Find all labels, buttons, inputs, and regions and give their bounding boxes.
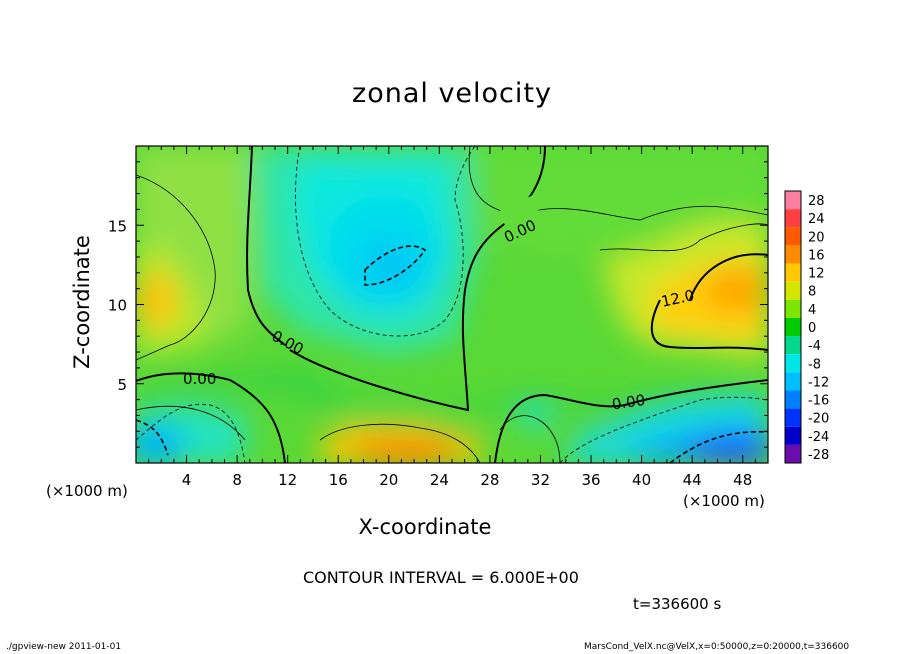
colorbar-swatch [785, 444, 801, 463]
contour-label: 0.00 [611, 391, 647, 413]
colorbar-tick-label: 20 [808, 230, 825, 245]
chart-title: zonal velocity [352, 78, 552, 109]
colorbar-swatch [785, 263, 801, 282]
colorbar-swatch [785, 426, 801, 445]
colorbar-tick-label: 0 [808, 321, 816, 336]
colorbar-swatch [785, 354, 801, 373]
x-tick-label: 32 [531, 471, 550, 489]
contour-interval-text: CONTOUR INTERVAL = 6.000E+00 [303, 568, 579, 587]
x-tick-label: 44 [683, 471, 702, 489]
x-tick-label: 20 [379, 471, 398, 489]
colorbar-frame [784, 190, 802, 464]
x-tick-label: 16 [329, 471, 348, 489]
x-tick-label: 12 [278, 471, 297, 489]
colorbar-swatch [785, 281, 801, 300]
colorbar-tick-label: -20 [808, 412, 829, 427]
colorbar-tick-label: 12 [808, 267, 825, 282]
colorbar-swatch [785, 245, 801, 264]
colorbar-swatch [785, 317, 801, 337]
x-tick-label: 48 [733, 471, 752, 489]
x-unit-label-right: (×1000 m) [683, 492, 765, 510]
x-tick-label: 4 [182, 471, 192, 489]
colorbar-swatch [785, 408, 801, 427]
colorbar-tick-label: -12 [808, 375, 829, 390]
x-tick-label: 24 [430, 471, 449, 489]
colorbar-swatch [785, 336, 801, 355]
y-tick-label: 15 [108, 217, 127, 235]
colorbar-tick-label: -8 [808, 357, 821, 372]
x-tick-label: 28 [480, 471, 499, 489]
contour-label: 0.00 [183, 370, 216, 388]
x-tick-label: 8 [232, 471, 242, 489]
colorbar-swatch [785, 227, 801, 246]
x-tick-label: 36 [581, 471, 600, 489]
colorbar-tick-label: 8 [808, 285, 816, 300]
y-axis: 5 10 15 [108, 145, 768, 464]
x-axis: 4 8 12 16 20 24 28 32 36 40 44 48 [135, 146, 769, 489]
colorbar-tick-label: -16 [808, 394, 829, 409]
colorbar-swatch [785, 390, 801, 409]
x-tick-label: 40 [632, 471, 651, 489]
colorbar-tick-label: 28 [808, 194, 825, 209]
colorbar: 28 24 20 16 12 8 4 0 -4 -8 -12 -16 -20 -24 -28 [784, 190, 829, 464]
y-tick-label: 5 [117, 376, 127, 394]
x-axis-label: X-coordinate [358, 515, 492, 539]
colorbar-tick-label: 4 [808, 303, 816, 318]
time-annotation: t=336600 s [633, 595, 722, 613]
colorbar-swatch [785, 191, 801, 210]
y-tick-label: 10 [108, 297, 127, 315]
colorbar-tick-label: -28 [808, 448, 829, 463]
velocity-field [136, 146, 768, 463]
colorbar-tick-label: -24 [808, 430, 829, 445]
footer-program: ./gpview-new 2011-01-01 [6, 642, 122, 652]
colorbar-tick-label: 24 [808, 212, 825, 227]
colorbar-tick-label: -4 [808, 339, 821, 354]
y-axis-label: Z-coordinate [70, 235, 94, 369]
colorbar-swatch [785, 372, 801, 391]
colorbar-tick-label: 16 [808, 248, 825, 263]
footer-source: MarsCond_VelX.nc@VelX,x=0:50000,z=0:2000… [584, 642, 850, 652]
colorbar-swatch [785, 299, 801, 318]
x-unit-label-left: (×1000 m) [46, 482, 128, 500]
colorbar-swatch [785, 209, 801, 228]
